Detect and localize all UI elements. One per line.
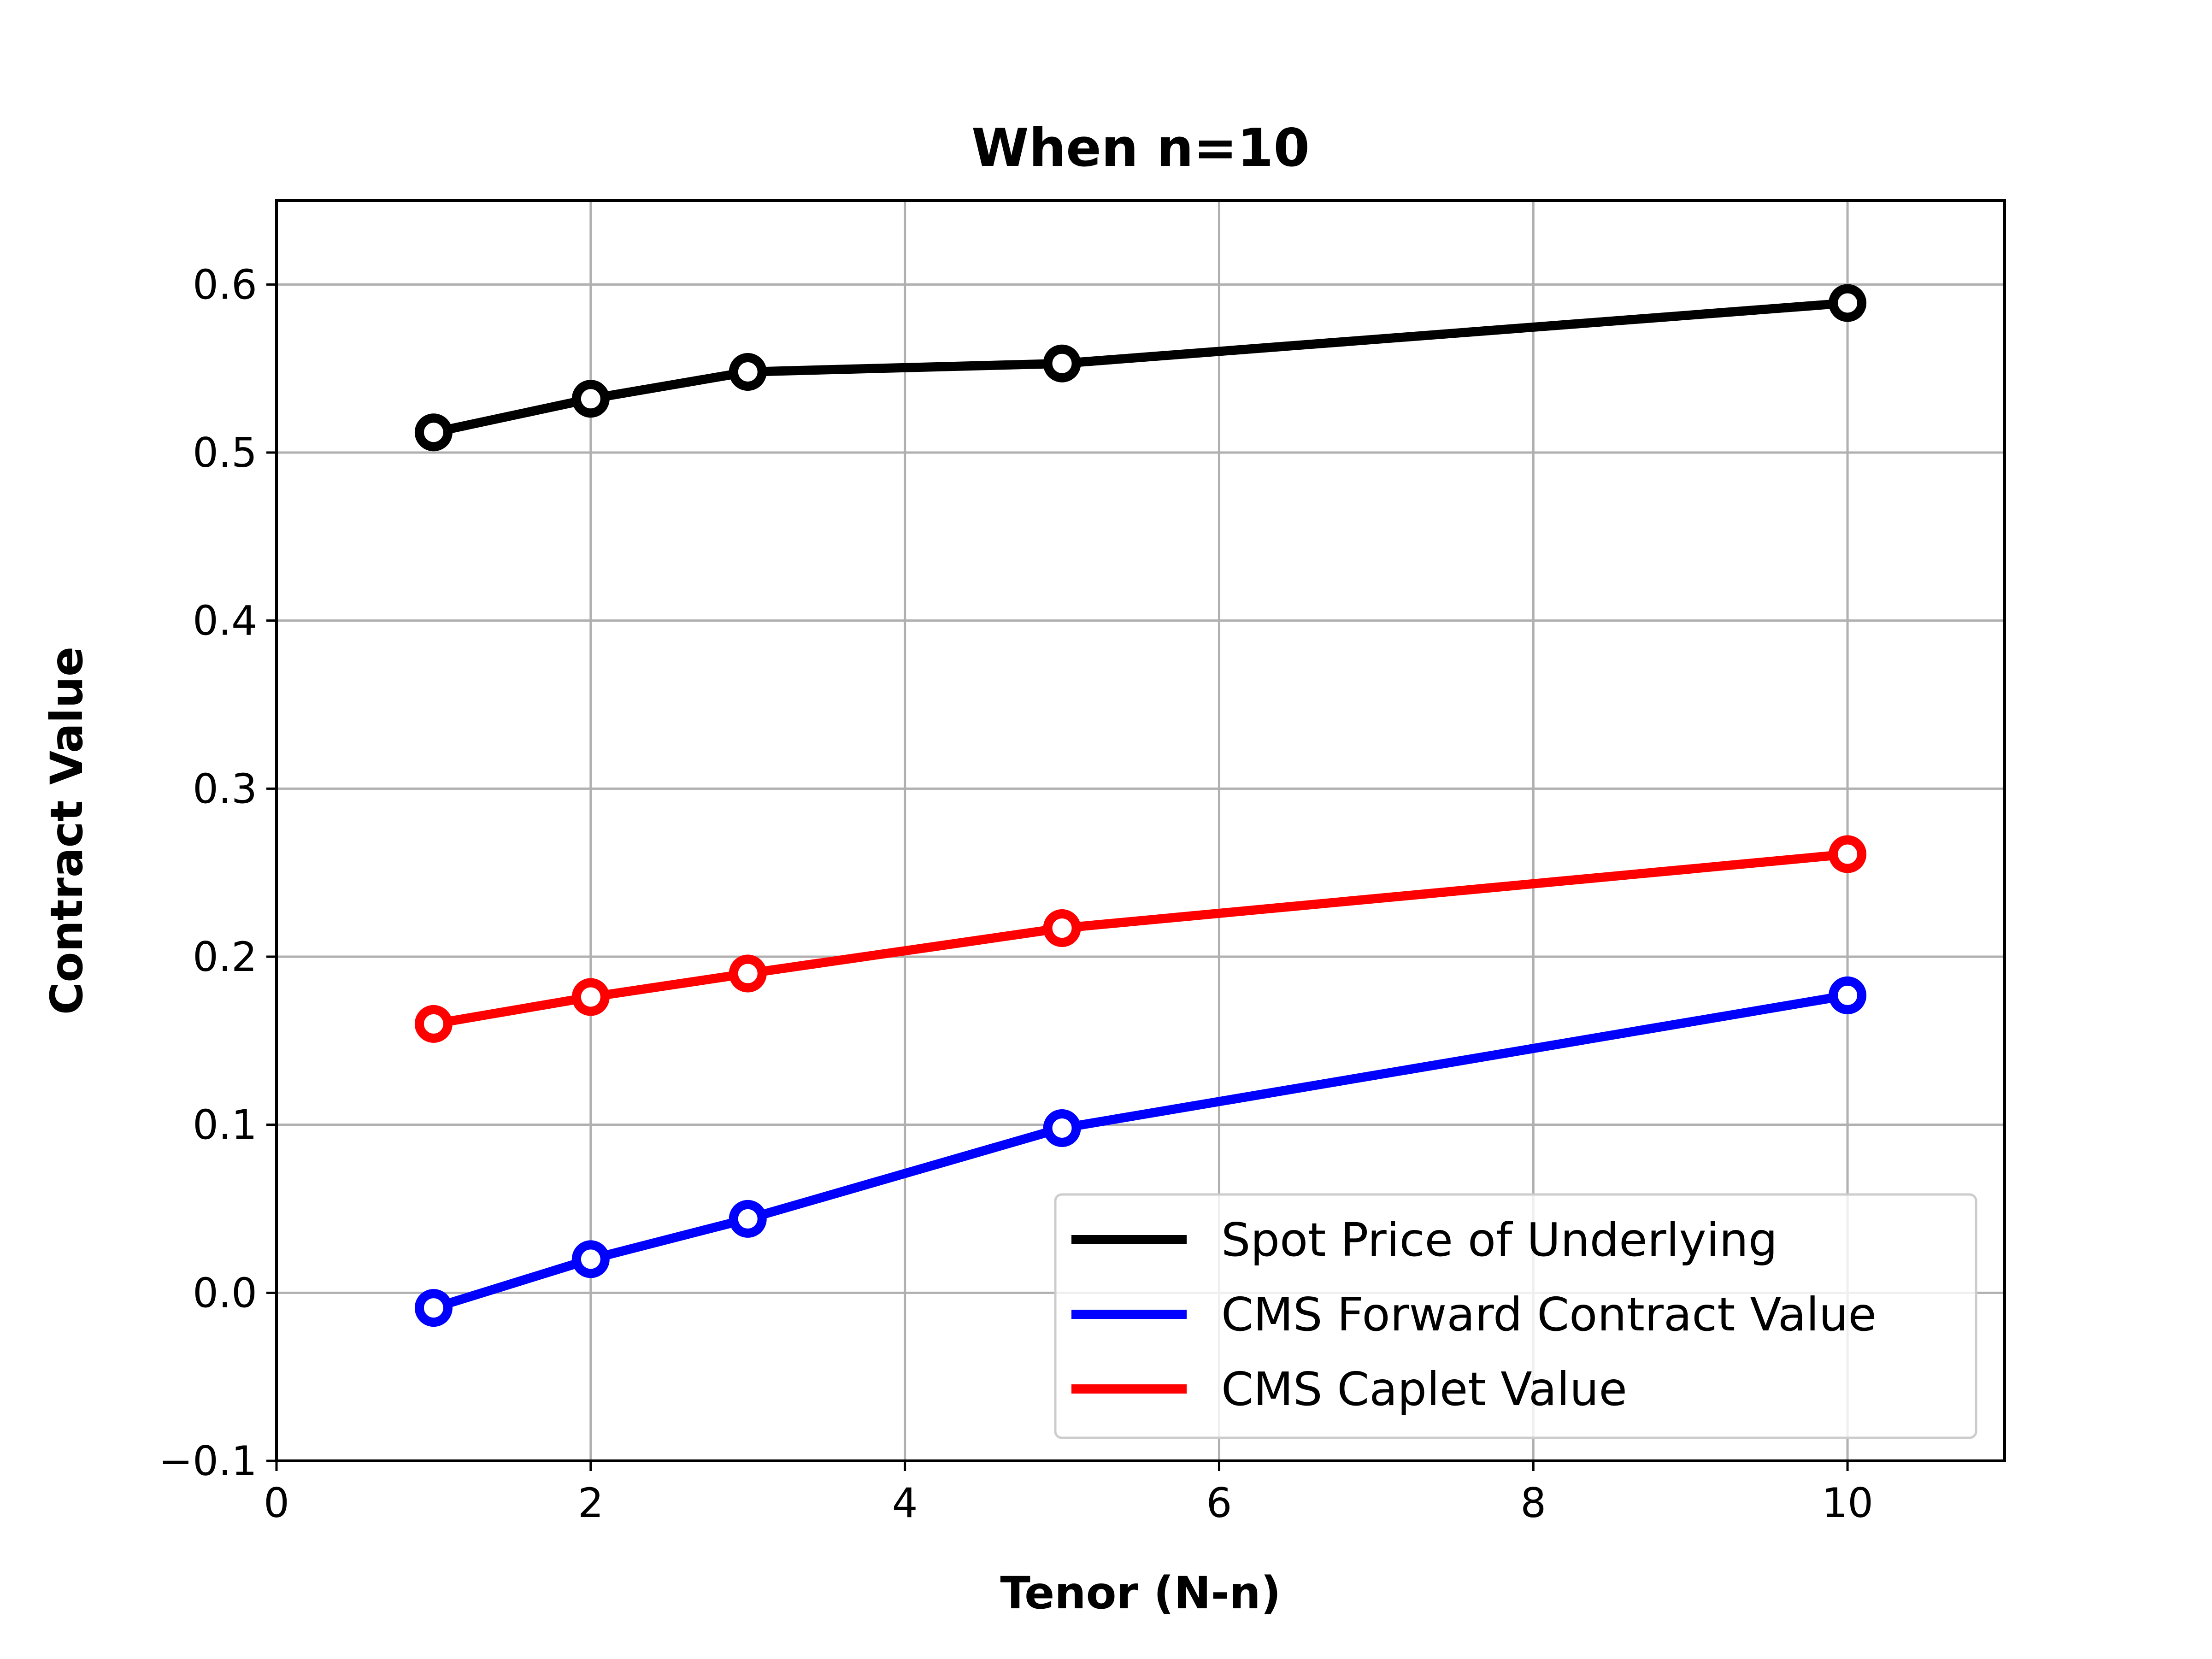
legend-box: [1054, 1193, 1977, 1439]
data-point: [1829, 976, 1867, 1014]
data-point: [571, 978, 610, 1016]
plot-frame: [275, 199, 2006, 1462]
legend: Spot Price of Underlying CMS Forward Cont…: [1054, 1193, 1977, 1439]
y-tick-label: 0.2: [193, 933, 257, 981]
data-point: [414, 413, 453, 452]
legend-label: Spot Price of Underlying: [1221, 1213, 1777, 1267]
y-tick-label: 0.3: [193, 765, 257, 812]
y-tick-label: 0.5: [193, 429, 257, 477]
data-point: [1043, 344, 1081, 382]
legend-label: CMS Caplet Value: [1221, 1362, 1627, 1416]
data-point: [1829, 284, 1867, 322]
data-point: [1829, 835, 1867, 873]
x-tick-label: 6: [1206, 1479, 1232, 1527]
chart-title: When n=10: [971, 118, 1310, 178]
series-group: [414, 284, 1867, 1327]
data-point: [729, 954, 767, 993]
axis-ticks: 0 2 4 6 8 10 −0.1 0.0 0.1 0.2 0.3 0.4 0.5 0.6: [159, 261, 1873, 1527]
x-tick-label: 4: [892, 1479, 918, 1527]
y-axis-label: Contract Value: [41, 647, 93, 1015]
grid: [275, 200, 2005, 1462]
y-tick-label: −0.1: [159, 1437, 257, 1485]
data-point: [571, 1240, 610, 1278]
x-tick-label: 8: [1520, 1479, 1546, 1527]
data-point: [729, 1200, 767, 1238]
y-tick-label: 0.0: [193, 1269, 257, 1317]
data-point: [571, 380, 610, 418]
data-point: [729, 353, 767, 391]
legend-label: CMS Forward Contract Value: [1221, 1288, 1877, 1341]
data-point: [414, 1289, 453, 1327]
x-tick-label: 10: [1822, 1479, 1873, 1527]
data-point: [414, 1005, 453, 1043]
x-tick-label: 0: [264, 1479, 289, 1527]
x-tick-label: 2: [578, 1479, 604, 1527]
x-axis-label: Tenor (N-n): [1000, 1567, 1281, 1619]
data-point: [1043, 909, 1081, 947]
y-tick-label: 0.6: [193, 261, 257, 308]
data-point: [1043, 1109, 1081, 1147]
y-tick-label: 0.4: [193, 597, 257, 645]
y-tick-label: 0.1: [193, 1101, 257, 1149]
